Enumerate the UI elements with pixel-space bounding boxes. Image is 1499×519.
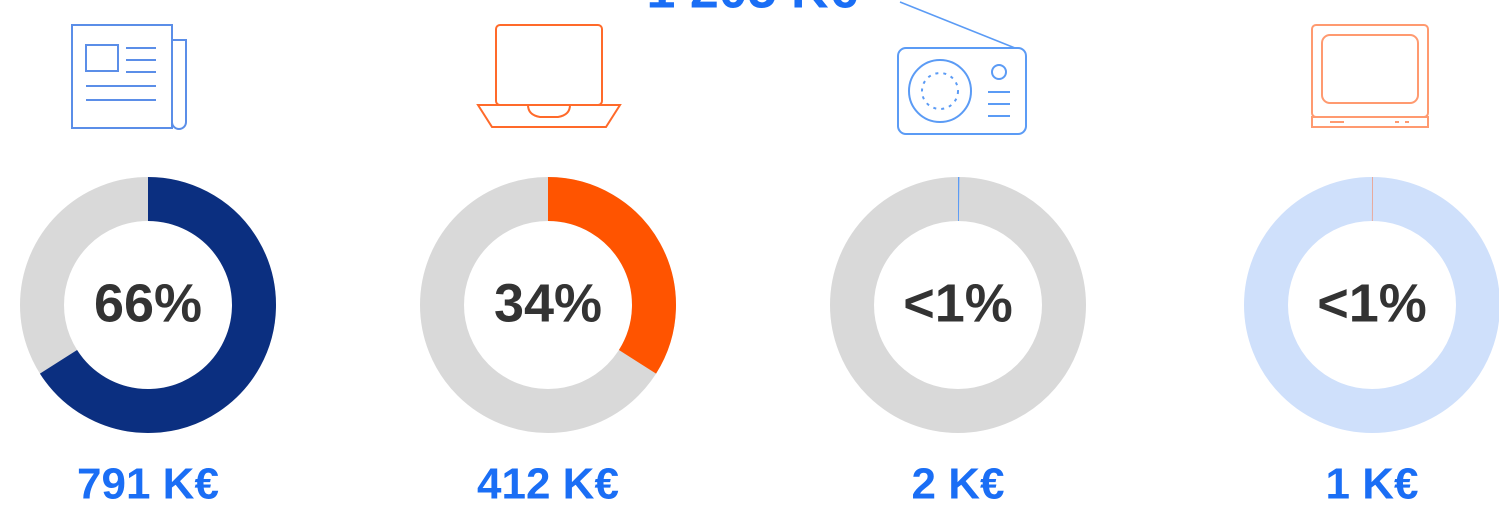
amount-label: 1 K€ (1326, 460, 1419, 509)
amount-label: 2 K€ (912, 460, 1005, 509)
amount-label: 791 K€ (77, 460, 219, 509)
connector (899, 1, 1016, 49)
donut-segment (547, 177, 676, 374)
total-title: 1 205 K€ (646, 0, 857, 20)
percent-label: <1% (903, 273, 1013, 333)
tv-icon (1311, 24, 1429, 128)
radio-icon (897, 47, 1027, 135)
percent-label: <1% (1317, 273, 1427, 333)
amount-label: 412 K€ (477, 460, 619, 509)
donut-segment (39, 177, 276, 433)
newspaper-icon (71, 24, 187, 130)
laptop-icon (476, 24, 622, 128)
percent-label: 66% (94, 273, 202, 333)
percent-label: 34% (494, 273, 602, 333)
